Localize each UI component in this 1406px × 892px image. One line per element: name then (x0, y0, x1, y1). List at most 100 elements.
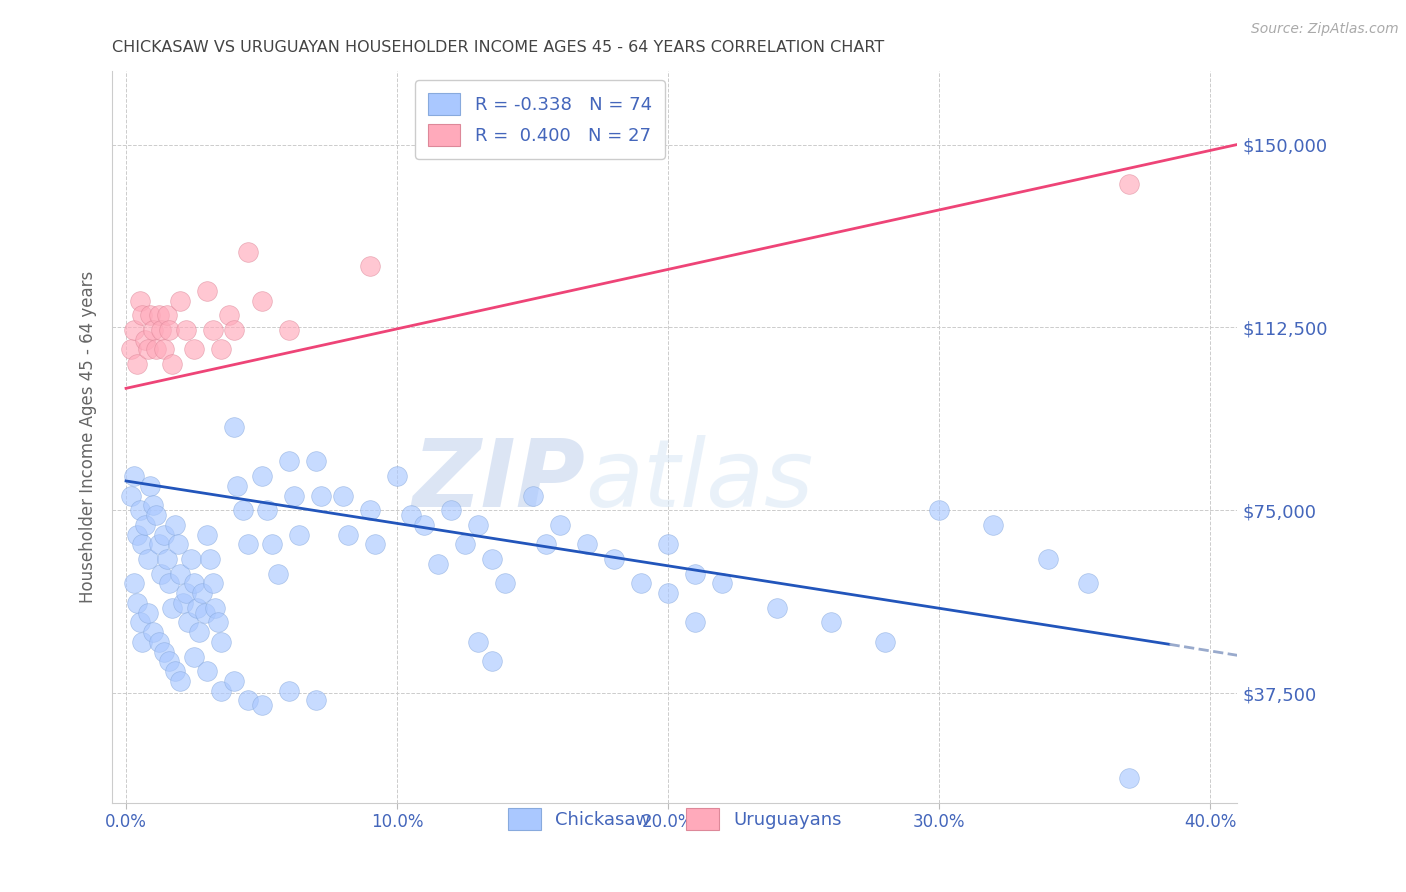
Point (122, 469, 145, 483)
Point (145, 343, 167, 357)
Point (139, 308, 162, 322)
Point (142, 499, 165, 513)
Point (426, 557, 449, 571)
Point (224, 673, 246, 688)
Point (180, 552, 202, 566)
Point (250, 469, 273, 483)
Point (657, 586, 679, 600)
Point (128, 293, 150, 308)
Point (172, 596, 194, 610)
Point (467, 635, 489, 649)
Point (359, 503, 381, 517)
Point (194, 606, 217, 620)
Text: ZIP: ZIP (412, 435, 585, 527)
Point (277, 323, 299, 337)
Point (711, 576, 734, 591)
Point (163, 517, 186, 532)
Point (630, 576, 652, 591)
Point (209, 683, 232, 698)
Point (157, 654, 180, 668)
Point (122, 323, 145, 337)
Point (1077, 576, 1099, 591)
Point (820, 615, 842, 630)
Point (148, 308, 170, 322)
Point (277, 683, 299, 698)
Point (226, 479, 249, 493)
Point (157, 576, 180, 591)
Y-axis label: Householder Income Ages 45 - 64 years: Householder Income Ages 45 - 64 years (79, 271, 97, 603)
Point (495, 576, 517, 591)
Point (283, 489, 305, 503)
Point (153, 343, 176, 357)
Point (467, 517, 489, 532)
Point (305, 454, 328, 468)
Point (983, 517, 1005, 532)
Point (683, 615, 706, 630)
Point (250, 698, 273, 713)
Point (332, 489, 354, 503)
Point (169, 566, 191, 581)
Point (224, 420, 246, 434)
Point (131, 308, 153, 322)
Text: CHICKASAW VS URUGUAYAN HOUSEHOLDER INCOME AGES 45 - 64 YEARS CORRELATION CHART: CHICKASAW VS URUGUAYAN HOUSEHOLDER INCOM… (112, 40, 884, 55)
Point (134, 333, 156, 347)
Point (1036, 552, 1059, 566)
Point (267, 566, 290, 581)
Point (765, 600, 787, 615)
Legend: Chickasaw, Uruguayans: Chickasaw, Uruguayans (501, 801, 849, 838)
Point (481, 654, 503, 668)
Point (186, 600, 208, 615)
Point (174, 323, 197, 337)
Point (177, 615, 200, 630)
Point (191, 586, 214, 600)
Point (148, 635, 170, 649)
Point (131, 635, 153, 649)
Point (145, 508, 167, 522)
Point (125, 596, 148, 610)
Point (142, 625, 165, 640)
Point (218, 308, 240, 322)
Point (169, 293, 191, 308)
Point (207, 615, 229, 630)
Point (309, 489, 332, 503)
Point (148, 537, 170, 551)
Point (683, 566, 706, 581)
Point (1118, 177, 1140, 191)
Point (183, 576, 205, 591)
Point (288, 527, 311, 541)
Point (440, 503, 463, 517)
Point (157, 323, 180, 337)
Point (139, 479, 162, 493)
Point (136, 552, 159, 566)
Point (209, 343, 232, 357)
Point (134, 517, 156, 532)
Point (224, 323, 246, 337)
Point (603, 552, 626, 566)
Point (183, 343, 205, 357)
Point (150, 566, 173, 581)
Point (195, 527, 218, 541)
Point (122, 576, 145, 591)
Point (201, 576, 224, 591)
Point (236, 537, 259, 551)
Point (454, 537, 477, 551)
Point (174, 586, 197, 600)
Point (873, 635, 896, 649)
Point (169, 673, 191, 688)
Point (364, 537, 387, 551)
Point (209, 635, 232, 649)
Point (183, 649, 205, 664)
Point (163, 664, 186, 678)
Point (120, 343, 142, 357)
Point (156, 308, 179, 322)
Point (575, 537, 598, 551)
Point (201, 323, 224, 337)
Point (153, 527, 176, 541)
Point (250, 293, 273, 308)
Point (188, 625, 211, 640)
Point (204, 600, 226, 615)
Point (548, 517, 571, 532)
Point (153, 645, 176, 659)
Point (399, 508, 422, 522)
Point (277, 454, 299, 468)
